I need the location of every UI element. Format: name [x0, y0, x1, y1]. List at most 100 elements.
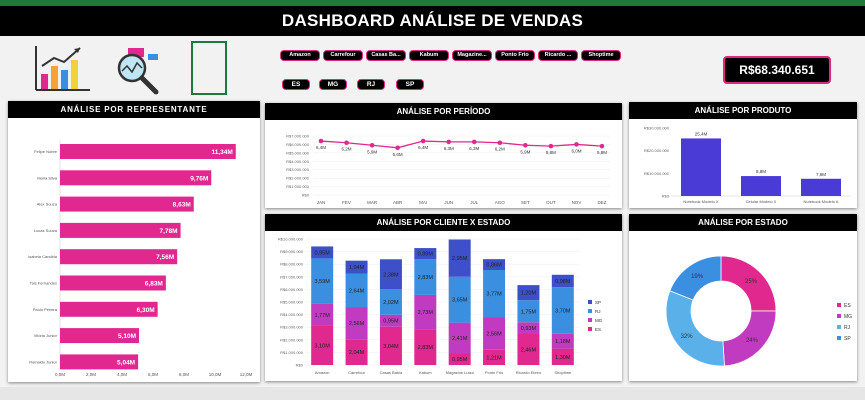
filter-cliente-ponto-frio[interactable]: Ponto Frio: [495, 50, 535, 61]
stack-segment-mg: [517, 322, 540, 335]
bar: [801, 178, 841, 196]
y-tick-label: R$6.000.000: [280, 287, 304, 292]
x-tick-label: JUL: [470, 200, 478, 205]
y-tick-label: R$4.000.000: [286, 159, 310, 164]
chart-estado: 25% 24% 32% 19% ES MG RJ SP: [665, 255, 852, 367]
segment-value-label: 1,30M: [555, 355, 571, 361]
filter-cliente-magazine[interactable]: Magazine...: [452, 50, 492, 61]
x-tick-label: FEV: [342, 200, 351, 205]
data-point: [446, 139, 452, 145]
segment-value-label: 0,98M: [555, 279, 571, 285]
x-tick-label: 8,0M: [179, 372, 189, 377]
y-tick-label: R$9.000.000: [280, 249, 304, 254]
segment-value-label: 2,95M: [452, 256, 468, 262]
bar-value-label: 7,56M: [156, 254, 174, 261]
bar: [60, 249, 178, 265]
panel-title-produto: ANÁLISE POR PRODUTO: [629, 102, 857, 119]
bar-value-label: 25,4M: [695, 131, 708, 136]
legend-label: MG: [595, 318, 603, 323]
stack-segment-es: [345, 339, 368, 365]
stack-segment-sp: [379, 259, 402, 290]
panel-produto: ANÁLISE POR PRODUTO R$30.000.000 R$20.000…: [629, 102, 857, 208]
x-tick-label: 0,0M: [55, 372, 65, 377]
stack-segment-rj: [448, 276, 471, 323]
category-label: Isabela Candida: [28, 254, 58, 259]
x-tick-label: MAI: [419, 200, 427, 205]
point-value-label: 6,3M: [469, 146, 479, 151]
filter-estado-mg[interactable]: MG: [319, 79, 347, 90]
filter-estado-sp[interactable]: SP: [396, 79, 424, 90]
point-value-label: 5,8M: [597, 150, 607, 155]
filter-cliente-shoptime[interactable]: Shoptime: [581, 50, 621, 61]
bar: [60, 222, 181, 238]
filter-estado-es[interactable]: ES: [282, 79, 310, 90]
segment-value-label: 1,77M: [315, 313, 331, 319]
bar: [60, 144, 236, 159]
segment-value-label: 2,02M: [383, 300, 399, 306]
y-tick-label: R$0: [296, 363, 304, 368]
filter-cliente-kabum[interactable]: Kabum: [409, 50, 449, 61]
segment-value-label: 2,73M: [418, 310, 434, 316]
bar-value-label: 8,63M: [173, 202, 191, 209]
bar-value-label: 5,10M: [118, 333, 136, 340]
y-tick-label: R$5.000.000: [286, 150, 310, 155]
legend-swatch: [588, 309, 592, 313]
bar-value-label: 7,6M: [816, 172, 826, 177]
stack-segment-es: [551, 348, 574, 365]
filter-cliente-amazon[interactable]: Amazon: [280, 50, 320, 61]
filter-cliente-casas-bahia[interactable]: Casas Ba...: [366, 50, 406, 61]
stack-segment-rj: [345, 273, 368, 308]
stack-segment-mg: [551, 333, 574, 349]
segment-value-label: 0,95M: [315, 250, 331, 256]
point-value-label: 6,0M: [571, 148, 581, 153]
stack-segment-es: [311, 325, 334, 365]
segment-value-label: 0,89M: [418, 252, 434, 258]
x-tick-label: 6,0M: [148, 372, 158, 377]
x-tick-label: Kabum: [419, 370, 432, 375]
filter-estado-rj[interactable]: RJ: [357, 79, 385, 90]
point-value-label: 6,2M: [495, 147, 505, 152]
y-tick-label: R$0: [662, 194, 670, 199]
data-point: [395, 145, 400, 151]
legend-swatch: [588, 318, 592, 322]
data-point: [318, 138, 324, 144]
bar-value-label: 5,04M: [117, 359, 135, 366]
x-tick-label: AGO: [495, 200, 506, 205]
segment-value-label: 1,75M: [521, 309, 537, 315]
bar-value-label: 11,34M: [211, 149, 232, 156]
segment-value-label: 2,64M: [349, 288, 365, 294]
dashboard-title: DASHBOARD ANÁLISE DE VENDAS: [0, 6, 865, 36]
stack-segment-sp: [345, 260, 368, 274]
segment-value-label: 0,95M: [452, 357, 468, 363]
bar: [741, 176, 781, 196]
stack-segment-mg: [483, 317, 506, 350]
segment-value-label: 3,10M: [315, 343, 331, 349]
segment-value-label: 3,70M: [555, 308, 571, 314]
data-point: [599, 143, 605, 149]
point-value-label: 6,2M: [342, 147, 352, 152]
y-tick-label: R$8.000.000: [280, 262, 304, 267]
panel-title-cliente-estado: ANÁLISE POR CLIENTE X ESTADO: [265, 214, 622, 231]
legend-swatch: [837, 314, 841, 318]
segment-value-label: 1,20M: [521, 291, 537, 297]
panel-title-estado: ANÁLISE POR ESTADO: [629, 214, 857, 231]
segment-value-label: 1,04M: [349, 265, 365, 271]
panel-representante: ANÁLISE POR REPRESENTANTE 0,0M 2,0M 4,0M 6,…: [8, 101, 260, 382]
point-value-label: 5,6M: [393, 152, 403, 157]
filter-cliente-carrefour[interactable]: Carrefour: [323, 50, 363, 61]
segment-value-label: 1,18M: [555, 339, 571, 345]
segment-value-label: 2,46M: [521, 348, 537, 354]
panel-estado: ANÁLISE POR ESTADO 25% 24% 32% 19% ES MG RJ SP: [629, 214, 857, 381]
y-tick-label: R$10.000.000: [278, 237, 304, 242]
filter-cliente-ricardo[interactable]: Ricardo ...: [538, 50, 578, 61]
stack-segment-sp: [311, 246, 334, 259]
point-value-label: 6,4M: [316, 145, 326, 150]
legend-swatch: [837, 325, 841, 329]
donut-slice-rj: [665, 290, 725, 367]
blank-frame-icon: [191, 41, 227, 95]
slice-value-label: 19%: [691, 274, 704, 280]
segment-value-label: 2,38M: [383, 272, 399, 278]
y-tick-label: R$20.000.000: [644, 148, 670, 153]
y-tick-label: R$1.000.000: [280, 350, 304, 355]
legend-swatch: [588, 327, 592, 331]
